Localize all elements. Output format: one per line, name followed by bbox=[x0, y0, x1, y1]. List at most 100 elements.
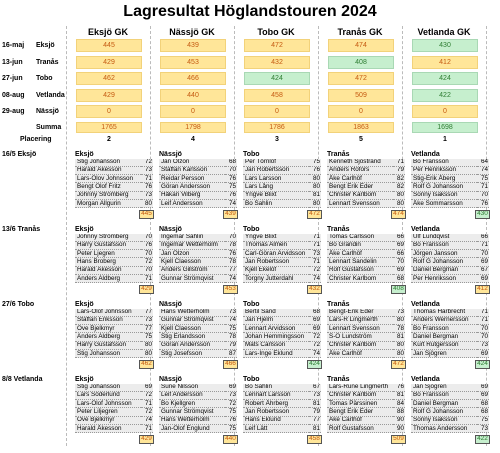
team-header: Eksjö GK bbox=[87, 26, 128, 37]
team-total: 408 bbox=[391, 285, 406, 294]
player-name: Lennart Sandelin bbox=[327, 258, 393, 267]
player-name: Rolf Gustafsson bbox=[327, 425, 393, 434]
player-name: Harry Gustafsson bbox=[75, 341, 141, 350]
player-name: Yngve Blixt bbox=[243, 233, 309, 242]
player-score: 78 bbox=[225, 258, 237, 267]
player-name: Lars-Rune Lingmerth bbox=[327, 383, 393, 392]
player-score: 77 bbox=[309, 416, 321, 425]
team-total: 1698 bbox=[412, 122, 478, 133]
team-name: Tobo bbox=[243, 225, 260, 233]
player-name: Jan Sjögren bbox=[411, 383, 477, 392]
player-score: 78 bbox=[225, 333, 237, 342]
team-score: 0 bbox=[412, 105, 478, 118]
player-score: 70 bbox=[141, 266, 153, 275]
round-date: 16-maj bbox=[2, 42, 25, 49]
player-score: 81 bbox=[309, 400, 321, 409]
player-name: Åke Carlhöf bbox=[327, 416, 393, 425]
round-label: 13/6 Tranås bbox=[2, 225, 41, 233]
player-score: 69 bbox=[477, 391, 489, 401]
player-name: Ingemar Wetterholm bbox=[159, 241, 225, 251]
team-score: 422 bbox=[412, 88, 478, 102]
player-name: Leif Andersson bbox=[159, 391, 225, 401]
player-score: 90 bbox=[393, 416, 405, 425]
player-score: 76 bbox=[225, 416, 237, 425]
player-name: Jan-Olof Englund bbox=[159, 425, 225, 434]
team-name: Nässjö bbox=[159, 300, 182, 308]
team-score: 445 bbox=[76, 39, 142, 52]
player-score: 81 bbox=[393, 333, 405, 342]
team-name: Eksjö bbox=[75, 150, 94, 158]
player-score: 76 bbox=[225, 250, 237, 259]
player-score: 81 bbox=[309, 191, 321, 200]
player-name: Staffan Karlsson bbox=[159, 166, 225, 176]
round-place: Tobo bbox=[36, 75, 53, 82]
team-name: Nässjö bbox=[159, 150, 182, 158]
player-score: 68 bbox=[477, 408, 489, 417]
player-name: Sonny Isaksson bbox=[411, 191, 477, 200]
player-score: 71 bbox=[309, 233, 321, 242]
player-score: 70 bbox=[477, 325, 489, 334]
player-score: 87 bbox=[225, 350, 237, 359]
player-score: 72 bbox=[309, 333, 321, 342]
team-score: 439 bbox=[160, 39, 226, 52]
player-score: 70 bbox=[141, 233, 153, 242]
player-score: 71 bbox=[141, 400, 153, 409]
team-total: 424 bbox=[307, 360, 322, 369]
player-name: Carl-Göran Arvidsson bbox=[243, 250, 309, 259]
team-name: Vetlanda bbox=[411, 225, 440, 233]
team-score: 0 bbox=[328, 105, 394, 118]
player-name: Tomas Carlsson bbox=[327, 233, 393, 242]
team-total: 1765 bbox=[76, 122, 142, 133]
player-score: 75 bbox=[225, 425, 237, 434]
team-rank: 3 bbox=[275, 135, 279, 143]
player-name: Stig Johansson bbox=[75, 158, 141, 167]
player-score: 69 bbox=[393, 266, 405, 275]
player-score: 75 bbox=[225, 408, 237, 417]
player-score: 74 bbox=[225, 200, 237, 209]
player-name: Johnny Strömberg bbox=[75, 191, 141, 200]
player-name: Lars-Olov Johnsson bbox=[75, 175, 141, 184]
player-score: 79 bbox=[309, 408, 321, 417]
player-score: 72 bbox=[141, 258, 153, 267]
team-total: 509 bbox=[391, 435, 406, 444]
player-score: 79 bbox=[225, 341, 237, 350]
player-name: Per Henriksson bbox=[411, 166, 477, 176]
team-name: Vetlanda bbox=[411, 300, 440, 308]
player-score: 76 bbox=[225, 191, 237, 200]
player-name: Rolf G Johansson bbox=[411, 258, 477, 267]
player-score: 69 bbox=[141, 383, 153, 392]
player-name: Stig Erlandsson bbox=[159, 333, 225, 342]
player-name: Stig Josefsson bbox=[159, 350, 225, 359]
player-name: Daniel Bergman bbox=[411, 400, 477, 409]
player-score: 77 bbox=[225, 266, 237, 275]
player-score: 88 bbox=[393, 408, 405, 417]
round-date: 13-jun bbox=[2, 58, 23, 66]
player-score: 73 bbox=[477, 341, 489, 350]
player-score: 76 bbox=[477, 200, 489, 209]
team-name: Eksjö bbox=[75, 300, 94, 308]
player-score: 80 bbox=[309, 175, 321, 184]
player-name: Harald Åkesson bbox=[75, 266, 141, 275]
player-score: 69 bbox=[309, 316, 321, 326]
player-score: 81 bbox=[309, 425, 321, 434]
player-name: Jan Sjögren bbox=[411, 350, 477, 359]
player-score: 79 bbox=[393, 166, 405, 176]
player-name: Hans Broberg bbox=[75, 258, 141, 267]
player-score: 66 bbox=[477, 233, 489, 242]
team-total: 458 bbox=[307, 435, 322, 444]
team-score: 424 bbox=[244, 72, 310, 85]
team-score: 424 bbox=[412, 72, 478, 85]
team-score: 429 bbox=[76, 55, 142, 69]
player-score: 76 bbox=[393, 383, 405, 392]
player-name: Ingemar Sahlin bbox=[159, 233, 225, 242]
player-score: 75 bbox=[225, 325, 237, 334]
team-name: Vetlanda bbox=[411, 375, 440, 383]
player-name: Reidar Persson bbox=[159, 175, 225, 184]
player-name: Hans Wetterholm bbox=[159, 308, 225, 317]
player-name: Rolf G Johansson bbox=[411, 183, 477, 192]
round-date: 08-aug bbox=[2, 91, 25, 99]
player-name: Robert Åhrberg bbox=[243, 400, 309, 409]
player-score: 75 bbox=[141, 333, 153, 342]
player-name: Thomas Harbrecht bbox=[411, 308, 477, 317]
player-name: Harald Åkesson bbox=[75, 425, 141, 434]
